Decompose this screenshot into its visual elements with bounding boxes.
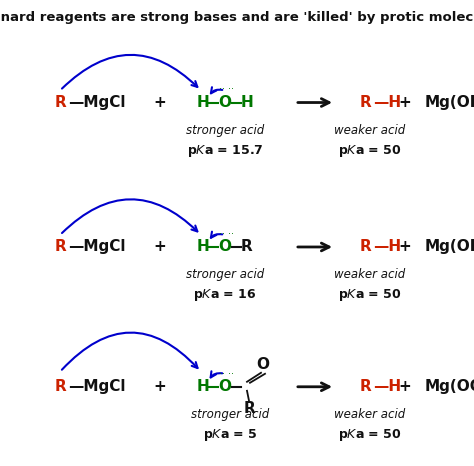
Text: ··: ·· xyxy=(219,369,225,379)
Text: R: R xyxy=(55,95,67,110)
Text: stronger acid: stronger acid xyxy=(186,124,264,137)
Text: stronger acid: stronger acid xyxy=(191,408,269,421)
Text: R: R xyxy=(55,379,67,394)
Text: +: + xyxy=(399,379,411,394)
Text: O: O xyxy=(219,95,231,110)
FancyArrowPatch shape xyxy=(211,87,222,93)
Text: H: H xyxy=(197,379,210,394)
Text: +: + xyxy=(154,379,166,394)
Text: —H: —H xyxy=(373,95,401,110)
Text: Mg(OOCR)Cl: Mg(OOCR)Cl xyxy=(425,379,474,394)
FancyArrowPatch shape xyxy=(210,371,222,377)
Text: p$\mathit{K}$a = 50: p$\mathit{K}$a = 50 xyxy=(338,143,402,158)
FancyArrowPatch shape xyxy=(298,243,329,251)
Text: Grignard reagents are strong bases and are 'killed' by protic molecules: Grignard reagents are strong bases and a… xyxy=(0,11,474,24)
Text: +: + xyxy=(154,95,166,110)
Text: p$\mathit{K}$a = 50: p$\mathit{K}$a = 50 xyxy=(338,427,402,443)
Text: R: R xyxy=(360,95,372,110)
Text: weaker acid: weaker acid xyxy=(334,124,406,137)
FancyArrowPatch shape xyxy=(298,383,329,391)
Text: —MgCl: —MgCl xyxy=(68,95,126,110)
Text: O: O xyxy=(219,379,231,394)
Text: Mg(OH)Cl: Mg(OH)Cl xyxy=(425,95,474,110)
Text: p$\mathit{K}$a = 50: p$\mathit{K}$a = 50 xyxy=(338,287,402,303)
FancyArrowPatch shape xyxy=(62,55,197,89)
Text: —H: —H xyxy=(373,240,401,254)
Text: ··: ·· xyxy=(219,84,225,95)
Text: R: R xyxy=(360,379,372,394)
FancyArrowPatch shape xyxy=(211,232,222,238)
Text: O: O xyxy=(219,240,231,254)
Text: +: + xyxy=(399,95,411,110)
FancyArrowPatch shape xyxy=(298,99,329,106)
FancyArrowPatch shape xyxy=(62,199,197,233)
Text: ··: ·· xyxy=(228,229,234,239)
Text: —MgCl: —MgCl xyxy=(68,379,126,394)
Text: +: + xyxy=(154,240,166,254)
Text: weaker acid: weaker acid xyxy=(334,408,406,421)
Text: ··: ·· xyxy=(228,369,234,379)
Text: ··: ·· xyxy=(219,229,225,239)
Text: —MgCl: —MgCl xyxy=(68,240,126,254)
Text: H: H xyxy=(197,95,210,110)
Text: Mg(OR)Cl: Mg(OR)Cl xyxy=(425,240,474,254)
Text: H: H xyxy=(241,95,254,110)
Text: stronger acid: stronger acid xyxy=(186,268,264,281)
Text: R: R xyxy=(55,240,67,254)
Text: weaker acid: weaker acid xyxy=(334,268,406,281)
Text: R: R xyxy=(241,240,253,254)
Text: O: O xyxy=(256,357,270,372)
Text: R: R xyxy=(360,240,372,254)
FancyArrowPatch shape xyxy=(62,333,198,370)
Text: R: R xyxy=(244,401,256,416)
Text: H: H xyxy=(197,240,210,254)
Text: p$\mathit{K}$a = 5: p$\mathit{K}$a = 5 xyxy=(203,427,257,443)
Text: p$\mathit{K}$a = 16: p$\mathit{K}$a = 16 xyxy=(193,287,257,303)
Text: —H: —H xyxy=(373,379,401,394)
Text: p$\mathit{K}$a = 15.7: p$\mathit{K}$a = 15.7 xyxy=(187,143,264,158)
Text: ··: ·· xyxy=(228,84,234,95)
Text: +: + xyxy=(399,240,411,254)
